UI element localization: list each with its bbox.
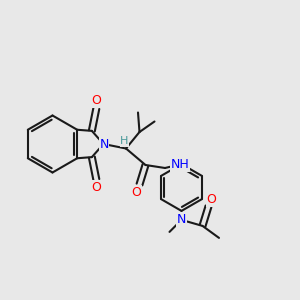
Text: N: N xyxy=(99,137,109,151)
Text: NH: NH xyxy=(170,158,189,172)
Text: O: O xyxy=(92,181,101,194)
Text: H: H xyxy=(120,136,129,146)
Text: N: N xyxy=(177,213,186,226)
Text: O: O xyxy=(132,185,141,199)
Text: O: O xyxy=(92,94,101,107)
Text: O: O xyxy=(207,193,216,206)
